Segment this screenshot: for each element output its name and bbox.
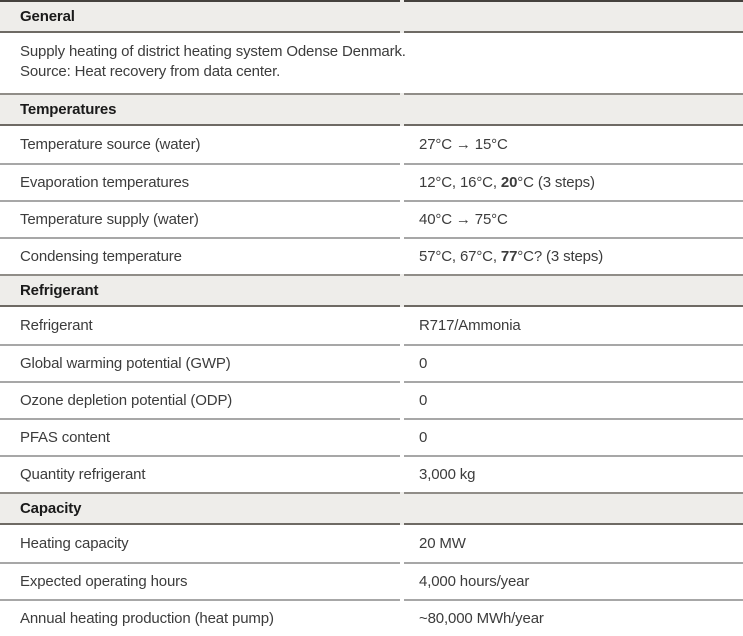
row-label: Ozone depletion potential (ODP) — [0, 381, 400, 418]
section-header-refrigerant: Refrigerant — [0, 274, 743, 307]
row-value: 3,000 kg — [404, 455, 743, 492]
table-row-pfas-content: PFAS content 0 — [0, 418, 743, 455]
section-header-spacer — [404, 492, 743, 525]
row-label: Condensing temperature — [0, 237, 400, 274]
row-label: Annual heating production (heat pump) — [0, 599, 400, 636]
row-label: Refrigerant — [0, 307, 400, 344]
row-value: R717/Ammonia — [404, 307, 743, 344]
row-value: 20 MW — [404, 525, 743, 562]
table-row-operating-hours: Expected operating hours 4,000 hours/yea… — [0, 562, 743, 599]
table-row-odp: Ozone depletion potential (ODP) 0 — [0, 381, 743, 418]
table-row-annual-production: Annual heating production (heat pump) ~8… — [0, 599, 743, 636]
row-value: 0 — [404, 381, 743, 418]
row-label: Expected operating hours — [0, 562, 400, 599]
section-title: Capacity — [0, 492, 400, 525]
row-label: PFAS content — [0, 418, 400, 455]
table-row-temperature-source: Temperature source (water) 27°C → 15°C — [0, 126, 743, 163]
section-header-temperatures: Temperatures — [0, 93, 743, 126]
row-value: 0 — [404, 344, 743, 381]
table-row-gwp: Global warming potential (GWP) 0 — [0, 344, 743, 381]
row-label: Heating capacity — [0, 525, 400, 562]
row-value: 27°C → 15°C — [404, 126, 743, 163]
table-row-heating-capacity: Heating capacity 20 MW — [0, 525, 743, 562]
table-row-quantity-refrigerant: Quantity refrigerant 3,000 kg — [0, 455, 743, 492]
row-value: 57°C, 67°C, 77 °C? (3 steps) — [404, 237, 743, 274]
row-value: 40°C → 75°C — [404, 200, 743, 237]
row-value: 4,000 hours/year — [404, 562, 743, 599]
row-label: Evaporation temperatures — [0, 163, 400, 200]
description-line: Supply heating of district heating syste… — [20, 43, 406, 60]
table-row-temperature-supply: Temperature supply (water) 40°C → 75°C — [0, 200, 743, 237]
section-title: General — [0, 0, 400, 33]
row-label: Global warming potential (GWP) — [0, 344, 400, 381]
section-header-spacer — [404, 93, 743, 126]
section-title: Refrigerant — [0, 274, 400, 307]
section-header-capacity: Capacity — [0, 492, 743, 525]
row-value: ~80,000 MWh/year — [404, 599, 743, 636]
section-title: Temperatures — [0, 93, 400, 126]
row-label: Temperature source (water) — [0, 126, 400, 163]
description-line: Source: Heat recovery from data center. — [20, 63, 281, 80]
table-row-refrigerant: Refrigerant R717/Ammonia — [0, 307, 743, 344]
table-row-condensing-temperature: Condensing temperature 57°C, 67°C, 77 °C?… — [0, 237, 743, 274]
section-header-general: General — [0, 0, 743, 33]
table-row-evaporation-temperatures: Evaporation temperatures 12°C, 16°C, 20 °… — [0, 163, 743, 200]
row-label: Temperature supply (water) — [0, 200, 400, 237]
general-description: Supply heating of district heating syste… — [0, 33, 743, 93]
row-value: 0 — [404, 418, 743, 455]
section-header-spacer — [404, 0, 743, 33]
row-value: 12°C, 16°C, 20 °C (3 steps) — [404, 163, 743, 200]
section-header-spacer — [404, 274, 743, 307]
row-label: Quantity refrigerant — [0, 455, 400, 492]
